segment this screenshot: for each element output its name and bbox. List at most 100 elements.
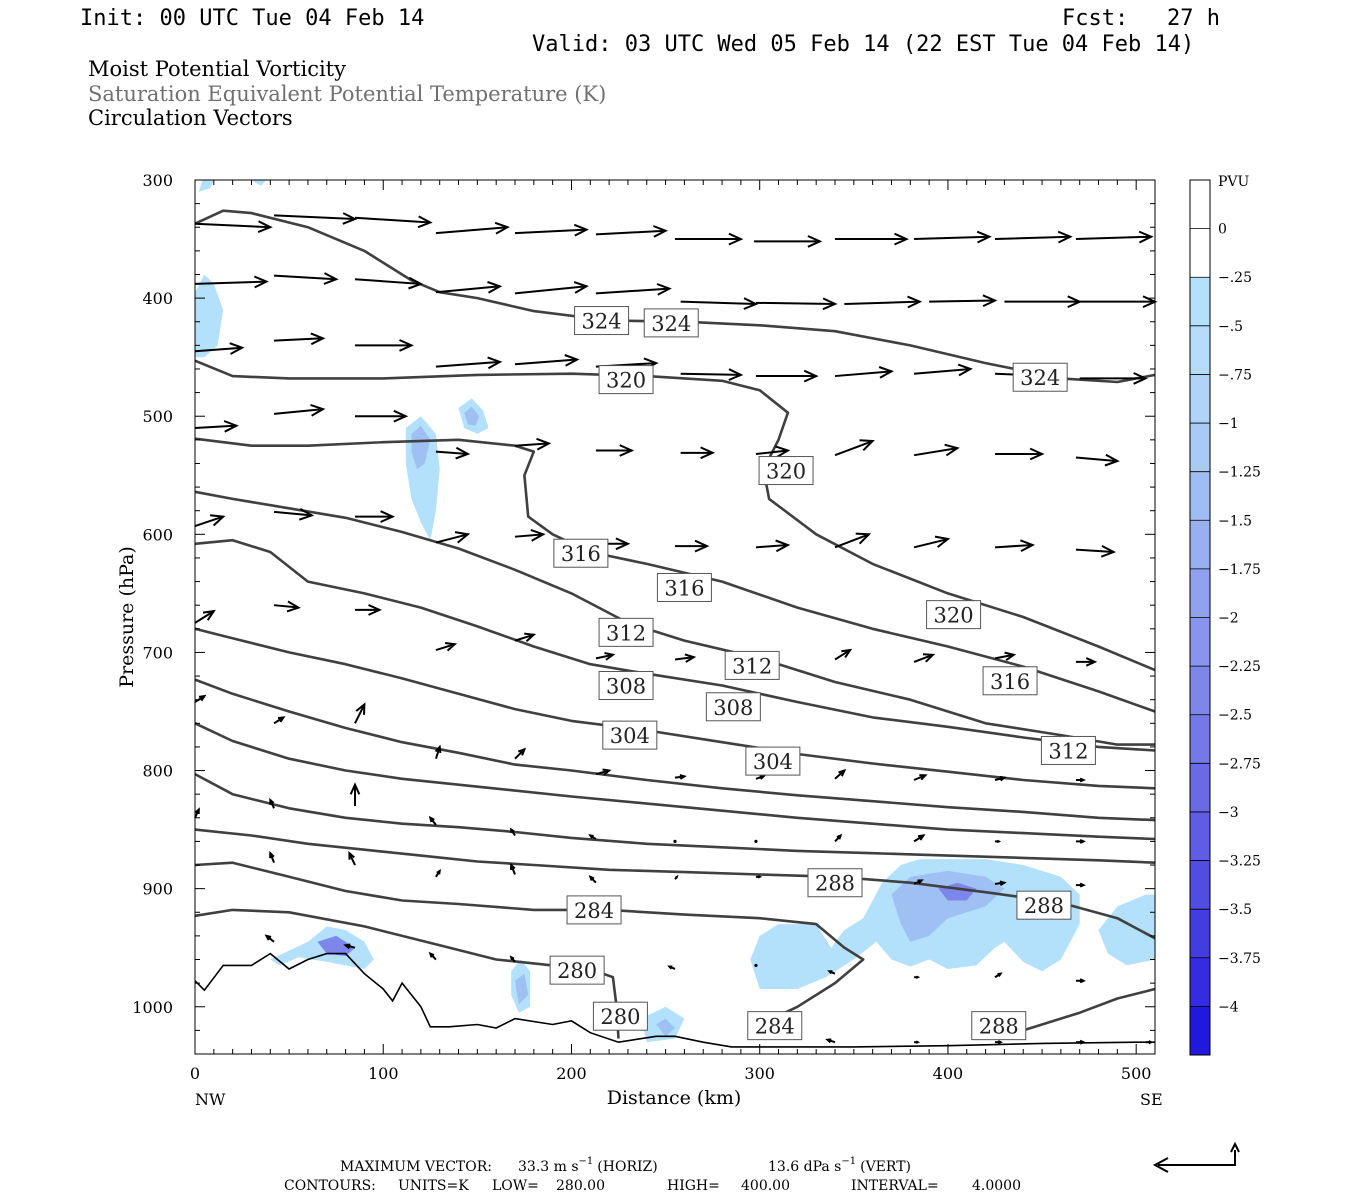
plot-frame bbox=[194, 179, 1156, 1055]
circulation-vector-10 bbox=[994, 230, 1073, 244]
contour-label-12: 308 bbox=[598, 671, 654, 701]
circulation-vector-102 bbox=[755, 875, 763, 879]
circulation-vector-68 bbox=[834, 648, 853, 661]
circulation-vector-99 bbox=[510, 862, 516, 875]
circulation-vector-27 bbox=[435, 356, 503, 370]
circulation-vector-101 bbox=[674, 874, 679, 880]
circulation-vector-69 bbox=[913, 653, 936, 663]
colorbar-label-2: −.5 bbox=[1218, 319, 1243, 335]
circulation-vector-80 bbox=[834, 768, 847, 780]
mpv-region-16 bbox=[251, 180, 267, 186]
circulation-vector-76 bbox=[514, 747, 527, 760]
mpv-region-8 bbox=[515, 973, 529, 1005]
circulation-vector-31 bbox=[755, 369, 819, 383]
contour-label-text: 312 bbox=[606, 621, 646, 645]
contour-label-11: 312 bbox=[1040, 735, 1096, 765]
contour-label-0: 324 bbox=[574, 306, 630, 336]
circulation-vector-82 bbox=[994, 775, 1007, 782]
circulation-vector-60 bbox=[194, 609, 216, 624]
circulation-vector-12 bbox=[194, 275, 269, 289]
circulation-vector-4 bbox=[514, 223, 589, 237]
contour-label-22: 280 bbox=[592, 1001, 648, 1031]
contour-label-text: 316 bbox=[664, 576, 704, 600]
mpv-region-5 bbox=[270, 926, 374, 969]
contour-324-0 bbox=[194, 209, 1156, 384]
contour-320-1 bbox=[194, 359, 1156, 672]
circulation-vector-52 bbox=[514, 528, 546, 542]
circulation-vector-85 bbox=[269, 797, 275, 809]
circulation-vector-46 bbox=[995, 447, 1045, 461]
contours-interval: 4.0000 bbox=[972, 1178, 1021, 1194]
circulation-vector-8 bbox=[835, 232, 909, 246]
contour-label-text: 324 bbox=[651, 312, 691, 336]
contour-label-3: 320 bbox=[598, 365, 654, 395]
contour-label-7: 316 bbox=[656, 572, 712, 602]
vert-max-label: (VERT) bbox=[860, 1159, 911, 1175]
circulation-vector-81 bbox=[913, 774, 928, 781]
contour-label-text: 280 bbox=[600, 1005, 640, 1029]
colorbar-swatch-14 bbox=[1190, 860, 1210, 910]
vert-max: 13.6 dPa s−1 (VERT) bbox=[768, 1156, 911, 1175]
horiz-max-value: 33.3 m s bbox=[518, 1159, 579, 1175]
contour-label-21: 280 bbox=[549, 955, 605, 985]
colorbar-label-14: −3.5 bbox=[1218, 902, 1252, 918]
colorbar-label-16: −4 bbox=[1218, 999, 1239, 1015]
circulation-vector-7 bbox=[754, 235, 823, 248]
colorbar-swatch-12 bbox=[1190, 763, 1210, 813]
circulation-vector-93 bbox=[913, 834, 926, 843]
colorbar-unit: PVU bbox=[1218, 174, 1250, 190]
colorbar-swatch-5 bbox=[1190, 423, 1210, 473]
y-tick-label-800: 800 bbox=[142, 762, 173, 781]
colorbar-swatch-7 bbox=[1190, 520, 1210, 570]
init-time: Init: 00 UTC Tue 04 Feb 14 bbox=[80, 6, 424, 31]
contour-label-9: 312 bbox=[598, 617, 654, 647]
contour-316-2 bbox=[194, 437, 1156, 713]
circulation-vector-37 bbox=[273, 403, 326, 417]
circulation-vector-62 bbox=[355, 604, 382, 616]
circulation-vector-19 bbox=[755, 297, 838, 311]
contour-label-text: 284 bbox=[574, 899, 614, 923]
colorbar-label-15: −3.75 bbox=[1218, 951, 1261, 967]
colorbar-label-4: −1 bbox=[1218, 416, 1239, 432]
contour-label-5: 320 bbox=[926, 600, 982, 630]
circulation-vector-32 bbox=[834, 366, 894, 379]
colorbar-label-13: −3.25 bbox=[1218, 854, 1261, 870]
y-tick-label-300: 300 bbox=[142, 171, 173, 190]
circulation-vector-36 bbox=[194, 420, 239, 433]
contour-label-text: 316 bbox=[561, 542, 601, 566]
circulation-vector-56 bbox=[834, 532, 872, 549]
circulation-vector-86 bbox=[349, 782, 361, 806]
horiz-max-label: (HORIZ) bbox=[597, 1159, 657, 1175]
contour-label-17: 288 bbox=[1016, 890, 1072, 920]
circulation-vector-79 bbox=[755, 775, 766, 780]
circulation-vector-107 bbox=[264, 934, 275, 943]
x-end-label-left: NW bbox=[195, 1090, 226, 1109]
axis-ticks: 0 100 200 300 400 500 300 400 500 600 700 800 900 100… bbox=[132, 171, 1155, 1083]
contour-292-8 bbox=[194, 772, 1156, 864]
circulation-vector-112 bbox=[667, 965, 676, 970]
contour-308-4 bbox=[194, 538, 1156, 752]
colorbar-label-6: −1.5 bbox=[1218, 513, 1252, 529]
field-title-mpv: Moist Potential Vorticity bbox=[88, 57, 346, 81]
contour-label-8: 316 bbox=[982, 666, 1038, 696]
colorbar-label-0: 0 bbox=[1218, 222, 1227, 238]
field-title-theta-es: Saturation Equivalent Potential Temperat… bbox=[88, 82, 606, 106]
colorbar-swatch-6 bbox=[1190, 471, 1210, 521]
circulation-vector-92 bbox=[834, 833, 843, 843]
forecast-label: Fcst: bbox=[1062, 6, 1128, 31]
contour-label-text: 324 bbox=[1020, 366, 1060, 390]
colorbar-label-11: −2.75 bbox=[1218, 756, 1261, 772]
contour-label-20: 284 bbox=[747, 1011, 803, 1041]
circulation-vector-15 bbox=[435, 281, 503, 294]
contour-label-text: 280 bbox=[557, 959, 597, 983]
circulation-vector-78 bbox=[674, 774, 687, 780]
colorbar-swatch-10 bbox=[1190, 666, 1210, 716]
colorbar-label-12: −3 bbox=[1218, 805, 1239, 821]
circulation-vector-1 bbox=[274, 212, 358, 225]
circulation-vector-115 bbox=[914, 975, 921, 979]
mpv-shading bbox=[195, 180, 1155, 1043]
circulation-vector-90 bbox=[673, 839, 677, 844]
contour-label-text: 304 bbox=[610, 724, 650, 748]
circulation-vector-108 bbox=[343, 943, 356, 950]
circulation-vector-3 bbox=[435, 221, 510, 235]
